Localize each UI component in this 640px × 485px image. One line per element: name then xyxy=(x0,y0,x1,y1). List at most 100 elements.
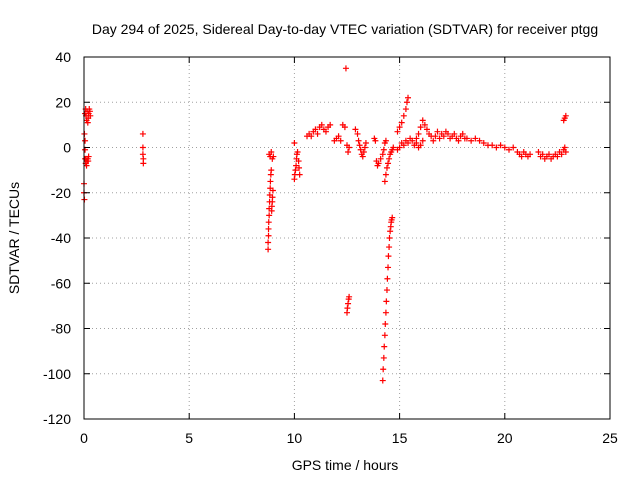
data-point xyxy=(296,171,303,178)
data-point xyxy=(360,149,367,156)
data-point xyxy=(361,144,368,151)
data-point xyxy=(405,94,412,101)
data-point xyxy=(327,121,334,128)
data-point xyxy=(342,65,349,72)
y-tick-label: -40 xyxy=(51,230,71,246)
data-point xyxy=(356,142,363,149)
x-axis-label: GPS time / hours xyxy=(292,457,399,473)
x-tick-label: 25 xyxy=(602,430,618,446)
data-point xyxy=(562,112,569,119)
data-point xyxy=(430,137,437,144)
data-point xyxy=(359,153,366,160)
data-point xyxy=(337,137,344,144)
data-point xyxy=(506,146,513,153)
data-point xyxy=(480,139,487,146)
data-point xyxy=(389,214,396,221)
data-point xyxy=(265,246,272,253)
data-point xyxy=(501,144,508,151)
data-point xyxy=(562,149,569,156)
data-point xyxy=(409,137,416,144)
data-point xyxy=(346,144,353,151)
data-point xyxy=(432,133,439,140)
y-axis-label: SDTVAR / TECUs xyxy=(6,182,22,294)
data-point xyxy=(294,149,301,156)
data-point xyxy=(383,287,390,294)
data-point xyxy=(269,194,276,201)
data-point xyxy=(377,155,384,162)
data-point xyxy=(345,149,352,156)
data-point xyxy=(386,155,393,162)
y-tick-label: 0 xyxy=(63,140,71,156)
data-point xyxy=(265,239,272,246)
data-point xyxy=(417,124,424,131)
data-point xyxy=(455,137,462,144)
data-point xyxy=(140,160,147,167)
data-point xyxy=(266,212,273,219)
data-point xyxy=(381,178,388,185)
data-point xyxy=(341,124,348,131)
data-point xyxy=(468,137,475,144)
x-tick-label: 0 xyxy=(80,430,88,446)
data-point xyxy=(419,117,426,124)
x-tick-label: 15 xyxy=(392,430,408,446)
data-points xyxy=(81,65,569,384)
data-point xyxy=(292,167,299,174)
data-point xyxy=(419,137,426,144)
data-point xyxy=(554,153,561,160)
data-point xyxy=(405,139,412,146)
y-tick-label: -20 xyxy=(51,185,71,201)
data-point xyxy=(402,106,409,113)
data-point xyxy=(87,112,94,119)
data-point xyxy=(383,298,390,305)
data-point xyxy=(381,343,388,350)
data-point xyxy=(335,133,342,140)
data-point xyxy=(344,305,351,312)
y-tick-label: -120 xyxy=(43,411,71,427)
data-point xyxy=(379,151,386,158)
data-point xyxy=(510,144,517,151)
data-point xyxy=(384,275,391,282)
data-point xyxy=(403,99,410,106)
data-point xyxy=(265,232,272,239)
data-point xyxy=(85,153,92,160)
data-point xyxy=(379,377,386,384)
grid xyxy=(84,57,610,419)
data-point xyxy=(380,354,387,361)
data-point xyxy=(382,320,389,327)
data-point xyxy=(394,128,401,135)
data-point xyxy=(354,130,361,137)
data-point xyxy=(385,253,392,260)
data-point xyxy=(308,133,315,140)
data-point xyxy=(476,137,483,144)
data-point xyxy=(400,112,407,119)
data-point xyxy=(314,130,321,137)
data-point xyxy=(386,244,393,251)
data-point xyxy=(139,144,146,151)
data-point xyxy=(346,293,353,300)
data-point xyxy=(385,264,392,271)
y-tick-label: -80 xyxy=(51,321,71,337)
data-point xyxy=(386,235,393,241)
data-point xyxy=(372,137,379,144)
data-point xyxy=(291,139,298,146)
data-point xyxy=(357,146,364,153)
data-point xyxy=(472,135,479,142)
data-point xyxy=(413,135,420,142)
data-point xyxy=(415,130,422,137)
data-point xyxy=(459,130,466,137)
data-point xyxy=(417,142,424,149)
data-point xyxy=(268,167,275,174)
data-point xyxy=(295,158,302,165)
data-point xyxy=(312,126,319,133)
data-point xyxy=(382,309,389,316)
data-point xyxy=(493,144,500,151)
data-point xyxy=(539,151,546,158)
data-point xyxy=(400,142,407,149)
data-point xyxy=(387,228,394,235)
data-point xyxy=(558,151,565,158)
data-point xyxy=(561,144,568,151)
data-point xyxy=(396,124,403,131)
